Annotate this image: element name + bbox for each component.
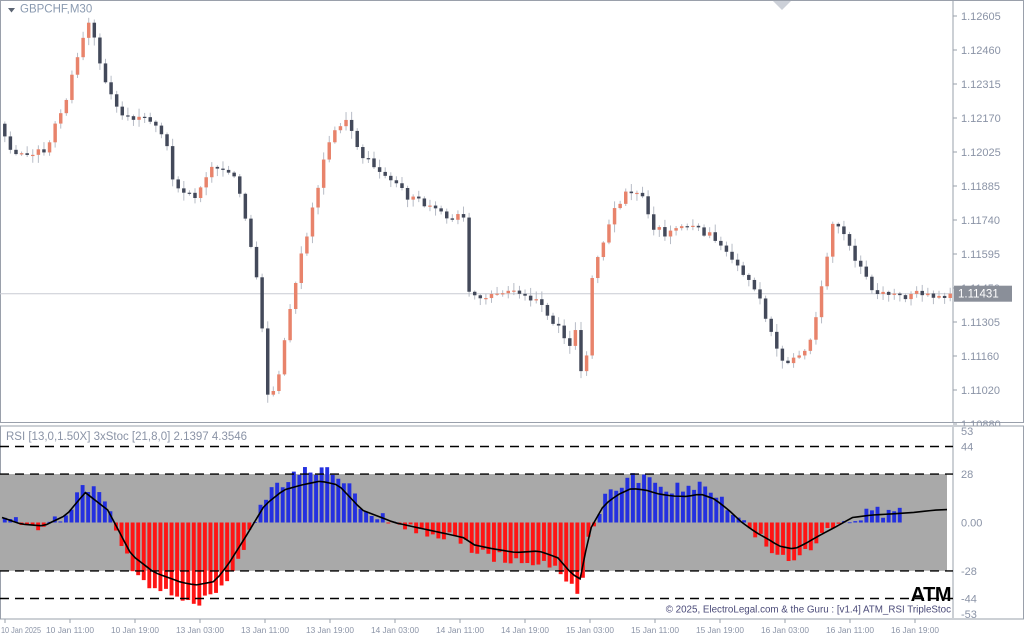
- svg-text:1.11595: 1.11595: [961, 249, 1000, 261]
- svg-text:10 Jan 11:00: 10 Jan 11:00: [46, 625, 94, 635]
- svg-text:13 Jan 19:00: 13 Jan 19:00: [306, 625, 354, 635]
- svg-text:ATM: ATM: [911, 584, 951, 606]
- svg-text:1.11160: 1.11160: [961, 351, 999, 363]
- svg-text:GBPCHF,M30: GBPCHF,M30: [20, 4, 92, 16]
- svg-text:1.11020: 1.11020: [961, 385, 1000, 397]
- svg-text:14 Jan 03:00: 14 Jan 03:00: [371, 625, 419, 635]
- svg-text:15 Jan 11:00: 15 Jan 11:00: [631, 625, 679, 635]
- svg-text:28: 28: [961, 469, 973, 481]
- svg-text:14 Jan 11:00: 14 Jan 11:00: [436, 625, 484, 635]
- svg-text:13 Jan 03:00: 13 Jan 03:00: [176, 625, 224, 635]
- svg-text:16 Jan 19:00: 16 Jan 19:00: [891, 625, 939, 635]
- svg-text:53: 53: [961, 426, 973, 438]
- svg-text:1.12605: 1.12605: [961, 11, 1001, 23]
- svg-text:14 Jan 19:00: 14 Jan 19:00: [501, 625, 549, 635]
- svg-text:-44: -44: [961, 594, 977, 606]
- svg-text:1.12460: 1.12460: [961, 45, 1001, 57]
- svg-text:15 Jan 03:00: 15 Jan 03:00: [566, 625, 614, 635]
- svg-text:1.12025: 1.12025: [961, 147, 1001, 159]
- svg-text:44: 44: [961, 442, 973, 454]
- svg-text:15 Jan 19:00: 15 Jan 19:00: [696, 625, 744, 635]
- svg-text:16 Jan 03:00: 16 Jan 03:00: [761, 625, 809, 635]
- svg-text:1.11740: 1.11740: [961, 215, 1000, 227]
- svg-text:0.00: 0.00: [961, 518, 982, 530]
- svg-text:RSI [13,0,1.50X] 3xStoc [21,8,: RSI [13,0,1.50X] 3xStoc [21,8,0] 2.1397 …: [6, 431, 247, 443]
- svg-text:10 Jan 19:00: 10 Jan 19:00: [111, 625, 159, 635]
- svg-text:13 Jan 11:00: 13 Jan 11:00: [241, 625, 289, 635]
- svg-text:1.11885: 1.11885: [961, 181, 1000, 193]
- svg-text:-53: -53: [961, 609, 977, 621]
- svg-text:-28: -28: [961, 566, 977, 578]
- svg-text:© 2025, ElectroLegal.com & the: © 2025, ElectroLegal.com & the Guru : [v…: [666, 605, 951, 616]
- svg-text:1.11305: 1.11305: [961, 317, 1000, 329]
- svg-text:1.11431: 1.11431: [958, 289, 999, 301]
- svg-text:1.12170: 1.12170: [961, 113, 1001, 125]
- svg-text:10 Jan 2025: 10 Jan 2025: [1, 625, 41, 635]
- svg-text:1.12315: 1.12315: [961, 79, 1001, 91]
- svg-text:16 Jan 11:00: 16 Jan 11:00: [826, 625, 874, 635]
